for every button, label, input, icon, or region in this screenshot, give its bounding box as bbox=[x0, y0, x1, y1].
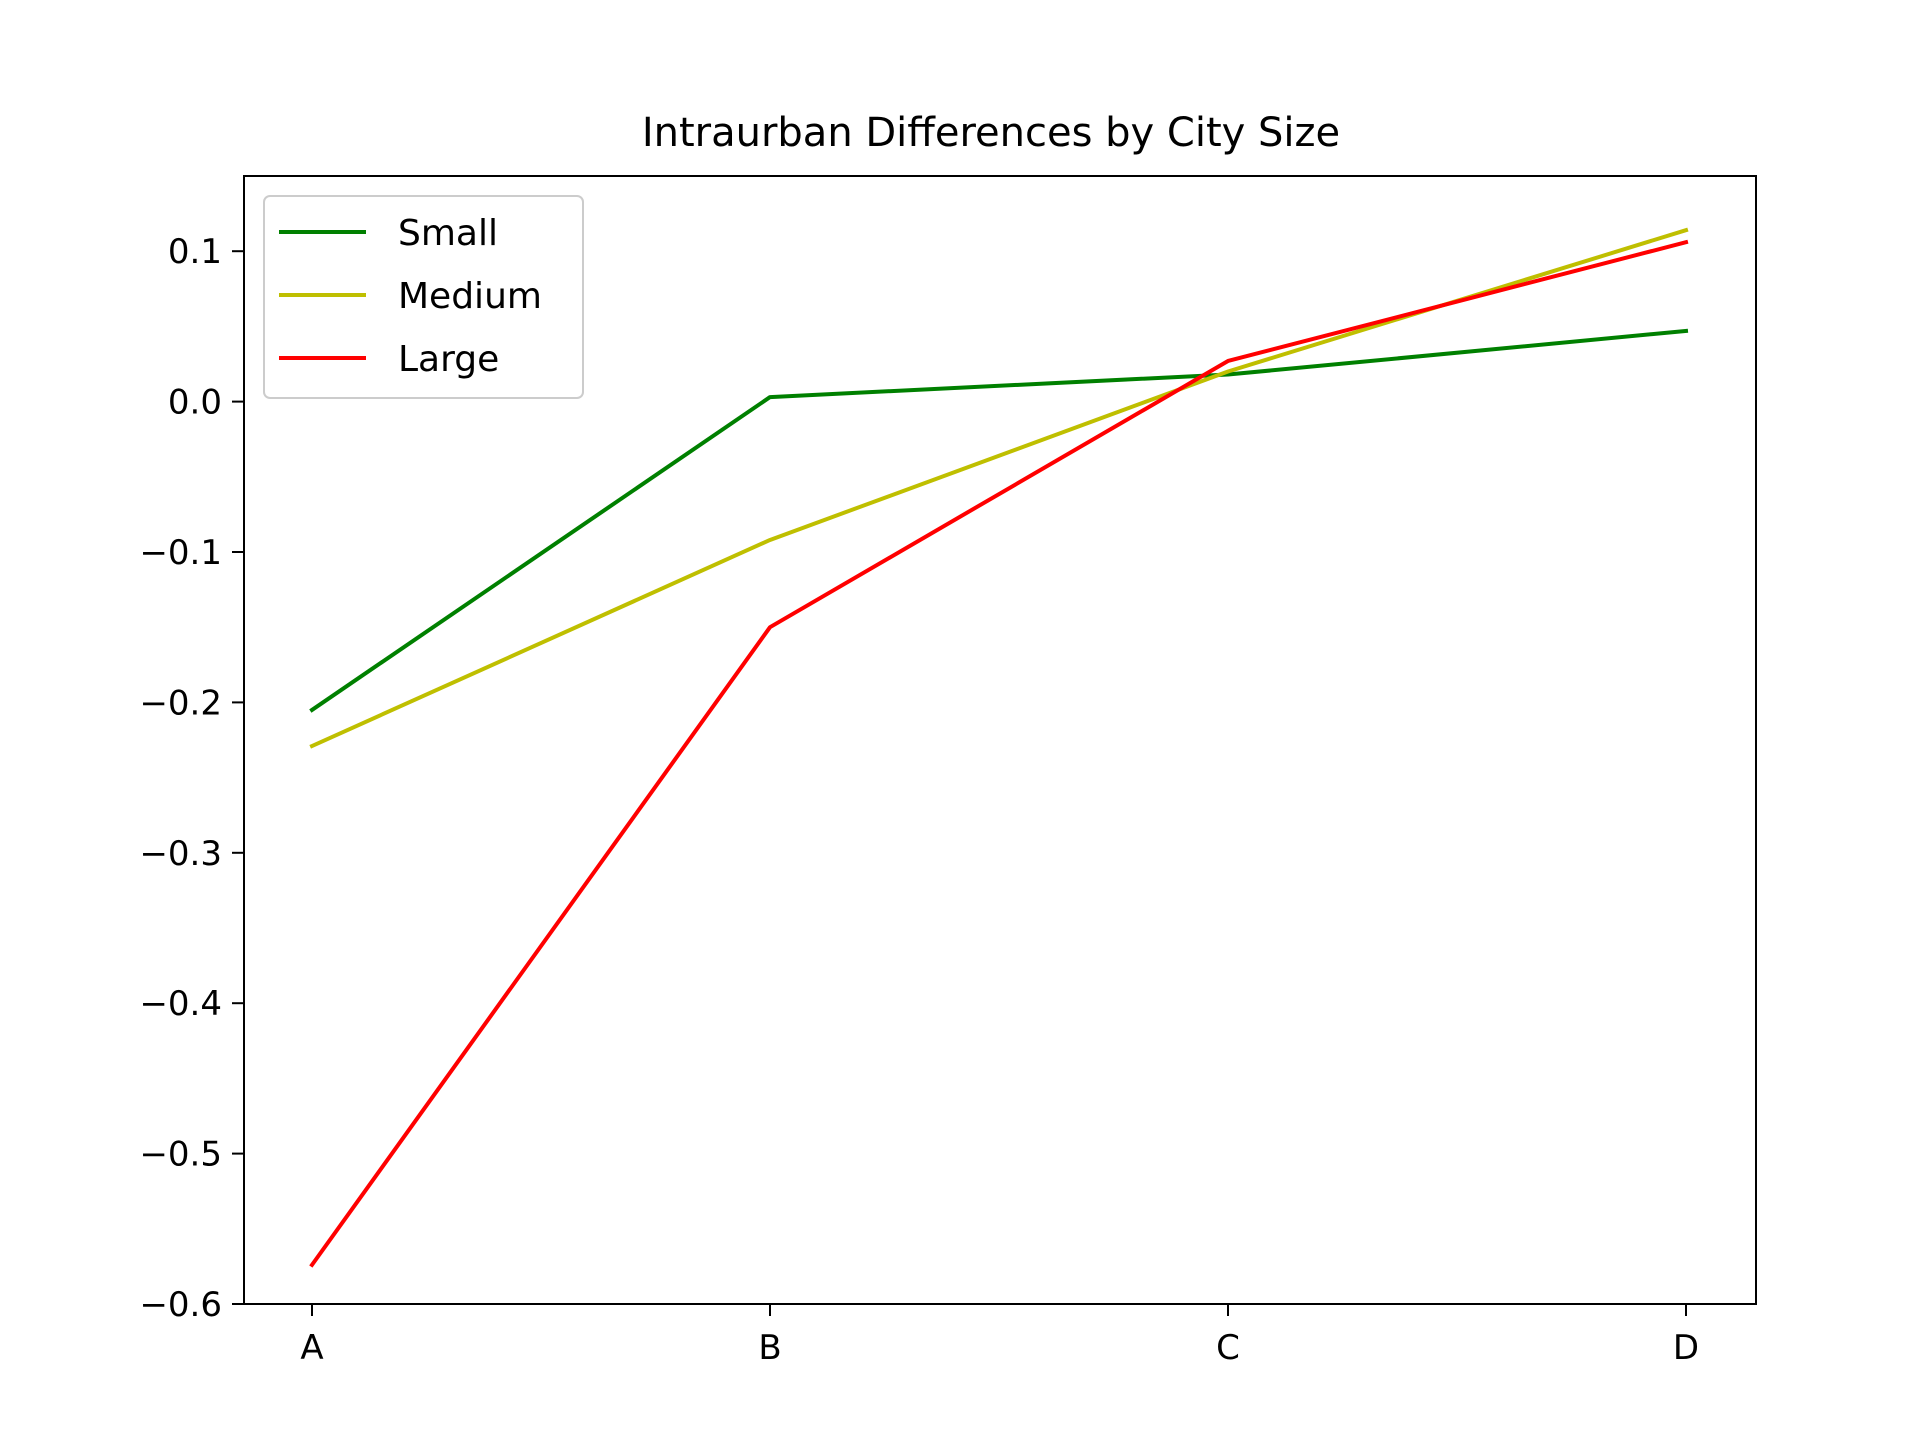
legend-label-medium: Medium bbox=[398, 276, 542, 317]
legend: Small Medium Large bbox=[263, 195, 584, 399]
y-tick-label: 0.0 bbox=[168, 383, 222, 423]
series-line-large bbox=[309, 239, 1689, 1268]
y-tick-label: −0.3 bbox=[139, 834, 222, 874]
x-tick-label: D bbox=[1673, 1328, 1699, 1368]
y-tick-label: −0.2 bbox=[139, 683, 222, 723]
series-line-small bbox=[309, 328, 1689, 713]
x-tick-label: A bbox=[300, 1328, 323, 1368]
y-tick-label: −0.4 bbox=[139, 984, 222, 1024]
chart-title: Intraurban Differences by City Size bbox=[642, 110, 1340, 156]
y-tick-label: −0.6 bbox=[139, 1285, 222, 1325]
x-tick-label: B bbox=[758, 1328, 781, 1368]
legend-label-small: Small bbox=[398, 213, 498, 254]
series-layer bbox=[309, 227, 1689, 1268]
x-tick-label: C bbox=[1216, 1328, 1240, 1368]
legend-box bbox=[263, 195, 584, 399]
axes-frame bbox=[243, 175, 1757, 1305]
y-tick-label: −0.1 bbox=[139, 533, 222, 573]
y-tick-label: −0.5 bbox=[139, 1135, 222, 1175]
y-tick-label: 0.1 bbox=[168, 232, 222, 272]
axes-layer: 0.1 0.0 −0.1 −0.2 −0.3 −0.4 −0.5 −0.6 A B C D bbox=[139, 175, 1757, 1368]
legend-label-large: Large bbox=[398, 339, 499, 380]
